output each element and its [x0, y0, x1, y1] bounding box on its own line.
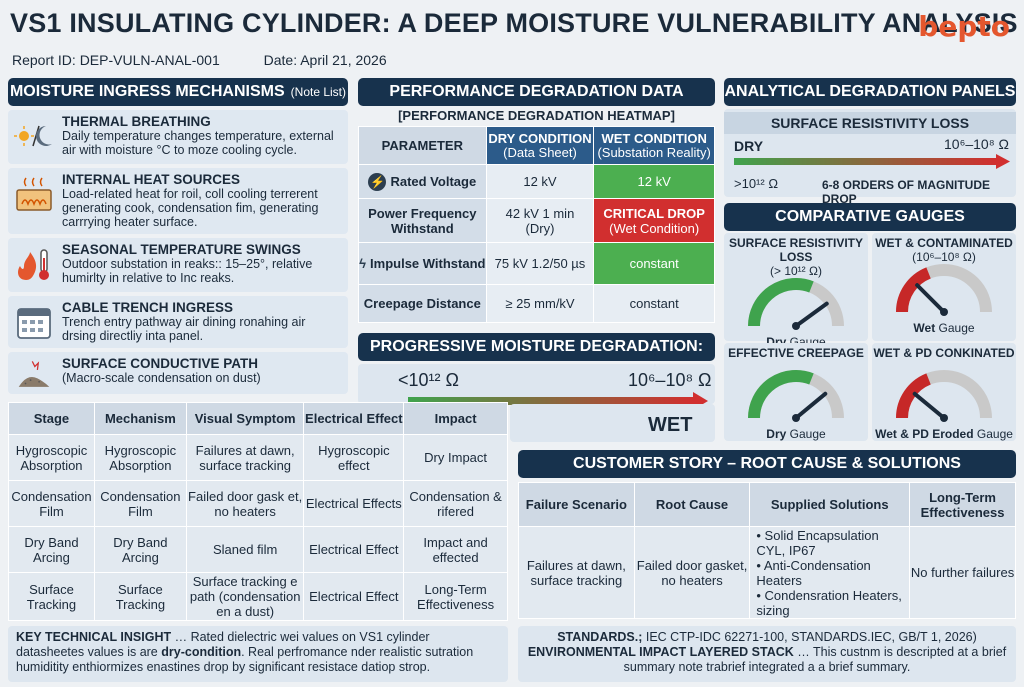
surface-arrow [734, 154, 1010, 169]
gauge-panel: EFFECTIVE CREEPAGE Dry Gauge [724, 343, 868, 441]
gauge-dial [896, 264, 992, 316]
standards-note: STANDARDS.; IEC CTP-IDC 62271-100, STAND… [518, 626, 1016, 682]
table-row: ⚡ Rated Voltage 12 kV 12 kV [358, 164, 715, 199]
sun-moon-icon [14, 125, 52, 147]
table-row: Surface Tracking Surface Tracking Surface … [8, 572, 508, 621]
progressive-right: 10⁶–10⁸ Ω [628, 370, 712, 390]
report-meta: Report ID: DEP-VULN-ANAL-001 Date: April… [12, 52, 427, 68]
stage-table: Stage Mechanism Visual Symptom Electrica… [8, 402, 508, 621]
page-title: VS1 INSULATING CYLINDER: A DEEP MOISTURE… [10, 8, 1018, 38]
gauge-arc [896, 267, 932, 313]
gauge-hub [940, 308, 948, 316]
table-row: Dry Band Arcing Dry Band Arcing Slaned fil… [8, 526, 508, 573]
gauge-needle [794, 301, 829, 328]
heatmap-title: [PERFORMANCE DEGRADATION HEATMAP] [398, 108, 675, 123]
table-row: Power Frequency Withstand 42 kV 1 min (D… [358, 198, 715, 243]
table-row: Condensation Film Condensation Film Failed… [8, 480, 508, 527]
table-row: Failures at dawn, surface tracking Faile… [518, 526, 1016, 619]
gauges-header: COMPARATIVE GAUGES [724, 203, 1016, 231]
performance-header: PERFORMANCE DEGRADATION DATA [358, 78, 715, 106]
flame-thermometer-icon [18, 249, 49, 280]
mechanisms-title: MOISTURE INGRESS MECHANISMS [9, 83, 285, 100]
dust-icon [18, 361, 50, 387]
lightning-icon: ⚡ [368, 172, 387, 191]
col-dry: DRY CONDITION (Data Sheet) [485, 126, 595, 165]
gauge-dial [748, 278, 844, 330]
gauge-needle [794, 391, 828, 420]
progressive-wet: WET [648, 414, 693, 436]
customer-table: Failure Scenario Root Cause Supplied Sol… [518, 482, 1016, 619]
gauge-needle [912, 391, 946, 420]
report-id: Report ID: DEP-VULN-ANAL-001 [12, 52, 220, 68]
report-date: Date: April 21, 2026 [263, 52, 387, 68]
key-insight: KEY TECHNICAL INSIGHT … Rated dielectric… [8, 626, 508, 682]
gauge-arc [748, 278, 814, 327]
gauge-panel: WET & CONTAMINATED (10⁶–10⁸ Ω) Wet Gauge [872, 233, 1016, 341]
mechanisms-subtitle: (Note List) [290, 85, 347, 99]
gauge-hub [940, 414, 948, 422]
surface-title: SURFACE RESISTIVITY LOSS [724, 112, 1016, 134]
heater-icon [16, 177, 52, 211]
gauge-arc [748, 370, 814, 419]
progressive-header: PROGRESSIVE MOISTURE DEGRADATION: [358, 333, 715, 361]
mechanism-item: INTERNAL HEAT SOURCES Load-related heat f… [8, 168, 348, 234]
col-wet: WET CONDITION (Substation Reality) [593, 126, 715, 165]
table-row: Hygroscopic Absorption Hygroscopic Absorp… [8, 434, 508, 481]
gauge-arc [896, 373, 932, 419]
gauge-dial [896, 370, 992, 422]
calendar-icon [17, 308, 51, 339]
mechanism-item: SURFACE CONDUCTIVE PATH (Macro-scale cond… [8, 352, 348, 394]
gauge-hub [792, 414, 800, 422]
gauge-needle [915, 283, 946, 314]
table-row: ϟ Impulse Withstand 75 kV 1.2/50 µs const… [358, 242, 715, 285]
mechanism-item: SEASONAL TEMPERATURE SWINGS Outdoor subst… [8, 238, 348, 292]
customer-header: CUSTOMER STORY – ROOT CAUSE & SOLUTIONS [518, 450, 1016, 478]
mechanism-item: CABLE TRENCH INGRESS Trench entry pathway… [8, 296, 348, 348]
gauge-dial [748, 370, 844, 422]
table-row: Creepage Distance ≥ 25 mm/kV constant [358, 284, 715, 323]
brand-logo: bepto [918, 10, 1010, 43]
surface-drop: 6-8 ORDERS OF MAGNITUDE DROP [822, 178, 991, 206]
progressive-panel-lower [510, 404, 715, 442]
gauge-panel: WET & PD CONKINATED Wet & PD Eroded Gaug… [872, 343, 1016, 441]
surface-range: 10⁶–10⁸ Ω [944, 136, 1009, 152]
heatmap-table: PARAMETER DRY CONDITION (Data Sheet) WET … [358, 126, 715, 323]
mechanism-item: THERMAL BREATHING Daily temperature chang… [8, 110, 348, 164]
impulse-icon: ϟ [359, 256, 367, 271]
surface-dry: DRY [734, 138, 764, 154]
col-parameter: PARAMETER [358, 126, 487, 165]
analytical-header: ANALYTICAL DEGRADATION PANELS [724, 78, 1016, 106]
gauge-panel: SURFACE RESISTIVITY LOSS (> 10¹² Ω) Dry … [724, 233, 868, 349]
mechanisms-header: MOISTURE INGRESS MECHANISMS (Note List) [8, 78, 348, 106]
gauge-hub [792, 322, 800, 330]
surface-left: >10¹² Ω [734, 176, 779, 191]
progressive-left: <10¹² Ω [398, 370, 459, 390]
